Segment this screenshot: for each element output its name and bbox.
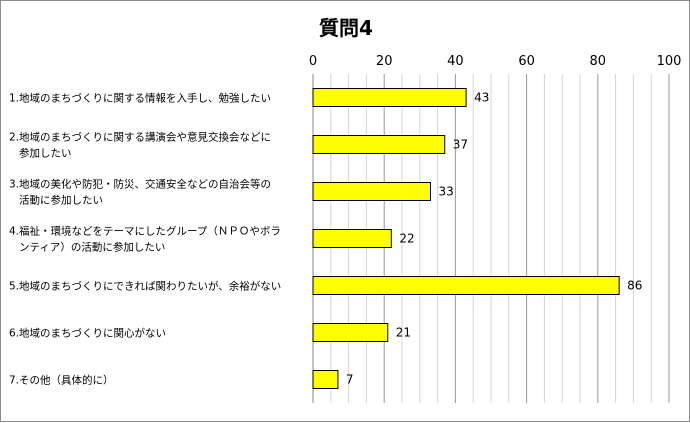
bar xyxy=(312,229,392,248)
x-tick-label: 0 xyxy=(309,54,317,69)
x-tick-label: 100 xyxy=(657,54,682,69)
bar xyxy=(312,323,389,342)
data-label: 21 xyxy=(396,326,411,340)
x-tick-label: 20 xyxy=(376,54,393,69)
data-label: 43 xyxy=(474,91,489,105)
category-label: 7.その他（具体的に） xyxy=(9,374,114,387)
category-label: 2.地域のまちづくりに関する講演会や意見交換会などに参加したい xyxy=(9,131,271,160)
category-label: 4.福祉・環境などをテーマにしたグループ（ＮＰＯやボランティア）の活動に参加した… xyxy=(9,225,281,254)
data-label: 37 xyxy=(453,138,468,152)
x-tick-label: 40 xyxy=(447,54,464,69)
x-tick-label: 80 xyxy=(590,54,607,69)
category-label: 1.地域のまちづくりに関する情報を入手し、勉強したい xyxy=(9,92,271,105)
category-label: 3.地域の美化や防犯・防災、交通安全などの自治会等の活動に参加したい xyxy=(9,178,271,207)
data-label: 22 xyxy=(399,232,414,246)
data-label: 33 xyxy=(438,185,453,199)
chart-title: 質問4 xyxy=(319,16,373,40)
bar xyxy=(312,135,446,154)
category-label: 5.地域のまちづくりにできれば関わりたいが、余裕がない xyxy=(9,280,281,293)
data-label: 86 xyxy=(627,279,642,293)
data-labels: 43 37 33 22 86 21 7 xyxy=(346,91,643,387)
bar xyxy=(312,370,339,389)
bar xyxy=(312,182,431,201)
x-axis-tick-labels: 0 20 40 60 80 100 xyxy=(309,54,682,69)
data-label: 7 xyxy=(346,373,354,387)
bar xyxy=(312,88,467,107)
bar xyxy=(312,276,620,295)
bars xyxy=(312,88,620,389)
x-tick-label: 60 xyxy=(518,54,535,69)
category-labels: 1.地域のまちづくりに関する情報を入手し、勉強したい 2.地域のまちづくりに関する… xyxy=(9,92,281,387)
gridlines xyxy=(312,74,670,403)
category-label: 6.地域のまちづくりに関心がない xyxy=(9,327,166,340)
